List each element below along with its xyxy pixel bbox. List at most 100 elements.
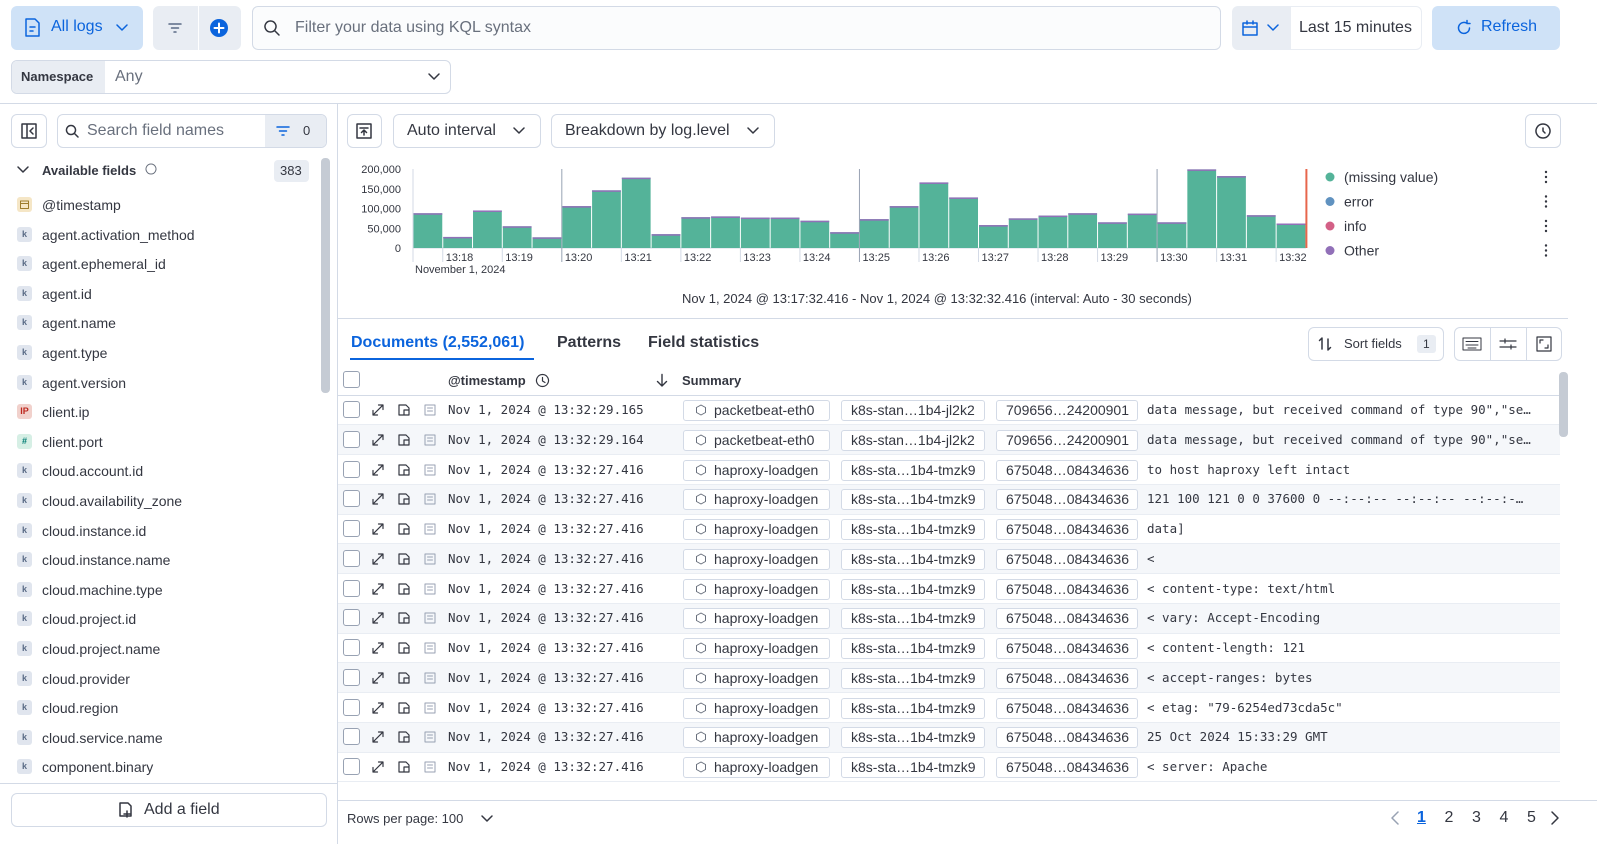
summary-value: haproxy-loadgen xyxy=(714,461,819,478)
bar-cap xyxy=(621,177,651,180)
page-link[interactable]: 3 xyxy=(1472,809,1481,826)
log-icon xyxy=(424,761,436,773)
sidebar-scrollbar xyxy=(321,158,330,393)
field-type-icon: k xyxy=(17,759,32,775)
summary-badge xyxy=(683,548,830,570)
field-type-icon: IP xyxy=(17,404,32,420)
refresh-button[interactable] xyxy=(1432,6,1560,50)
row-checkbox[interactable] xyxy=(343,490,360,508)
legend-menu-dot xyxy=(1544,254,1548,257)
message: 25 Oct 2024 15:33:29 GMT xyxy=(1147,729,1328,745)
doc-icon xyxy=(398,672,410,684)
date-quick-select[interactable] xyxy=(1232,6,1290,50)
summary-badge xyxy=(841,489,985,511)
field-type-icon: k xyxy=(17,581,32,597)
summary-badge xyxy=(841,608,985,630)
date-range[interactable] xyxy=(1290,6,1422,50)
service-icon xyxy=(696,612,706,624)
bar xyxy=(859,219,889,248)
field-name: client.port xyxy=(42,433,103,450)
breakdown-button[interactable] xyxy=(551,114,775,148)
timestamp: Nov 1, 2024 @ 13:32:27.416 xyxy=(448,669,644,685)
page-link[interactable]: 4 xyxy=(1499,809,1509,826)
row-checkbox[interactable] xyxy=(343,728,360,746)
bar-cap xyxy=(651,234,681,236)
expand-icon xyxy=(372,553,384,565)
summary-badge xyxy=(683,459,830,481)
summary-value: packetbeat-eth0 xyxy=(714,431,815,448)
legend-swatch xyxy=(1325,172,1335,182)
timestamp: Nov 1, 2024 @ 13:32:29.164 xyxy=(448,431,644,447)
row-checkbox[interactable] xyxy=(343,698,360,716)
search-icon xyxy=(65,124,79,138)
field-name: agent.ephemeral_id xyxy=(42,256,166,273)
row-checkbox[interactable] xyxy=(343,520,360,537)
row-checkbox[interactable] xyxy=(343,668,360,686)
clock-icon xyxy=(535,373,550,388)
row-checkbox[interactable] xyxy=(343,609,360,627)
bar-cap xyxy=(1276,223,1306,226)
message: data message, but received command of ty… xyxy=(1147,431,1531,447)
glyph xyxy=(398,672,410,684)
summary-value: k8s-sta…1b4-tmzk9 xyxy=(851,610,976,627)
page-link[interactable]: 2 xyxy=(1444,809,1454,826)
summary-badge xyxy=(841,429,985,451)
expand-icon xyxy=(372,582,384,595)
summary-badge xyxy=(841,548,985,570)
message: < accept-ranges: bytes xyxy=(1147,669,1313,685)
summary-value: haproxy-loadgen xyxy=(714,610,819,627)
calendar-icon xyxy=(1242,20,1258,36)
field-filter[interactable] xyxy=(265,115,326,147)
row-checkbox[interactable] xyxy=(343,549,360,567)
expand-icon xyxy=(372,701,384,714)
select-all[interactable] xyxy=(343,371,360,388)
glyph xyxy=(696,642,706,654)
summary-badge xyxy=(996,667,1138,689)
row-checkbox[interactable] xyxy=(343,639,360,656)
row-checkbox[interactable] xyxy=(343,460,360,478)
summary-value: 675048…08434636 xyxy=(1006,729,1130,746)
bar-cap xyxy=(770,217,800,220)
bar xyxy=(443,236,473,248)
glyph xyxy=(1267,24,1279,31)
row-checkbox[interactable] xyxy=(343,430,360,448)
summary-badge xyxy=(683,697,830,719)
page-link[interactable]: 1 xyxy=(1417,809,1426,826)
collapse-button[interactable] xyxy=(11,114,47,148)
row-checkbox[interactable] xyxy=(343,401,360,418)
timestamp: Nov 1, 2024 @ 13:32:27.416 xyxy=(448,759,644,774)
field-name: agent.type xyxy=(42,345,108,361)
timestamp: Nov 1, 2024 @ 13:32:27.416 xyxy=(448,550,644,566)
bar-cap xyxy=(1217,176,1246,178)
glyph xyxy=(372,672,384,684)
add-field-button[interactable] xyxy=(11,793,327,827)
row-checkbox[interactable] xyxy=(343,758,360,775)
log-icon xyxy=(424,702,436,713)
tab: Documents (2,552,061) xyxy=(351,334,525,351)
divider xyxy=(338,318,1568,319)
summary-badge xyxy=(996,519,1138,540)
separator xyxy=(1490,328,1491,360)
field-type-icon: k xyxy=(17,670,32,686)
summary-value: k8s-sta…1b4-tmzk9 xyxy=(851,491,976,508)
summary-badge xyxy=(683,667,830,689)
summary-badge xyxy=(996,459,1138,481)
bar xyxy=(1008,218,1038,248)
expand-icon xyxy=(372,523,384,535)
query-input[interactable] xyxy=(252,6,1221,50)
doc-icon xyxy=(398,701,410,714)
page-link[interactable]: 5 xyxy=(1527,809,1536,826)
bar xyxy=(740,217,770,248)
row-checkbox[interactable] xyxy=(343,579,360,597)
summary-badge xyxy=(683,638,830,659)
summary-value: 675048…08434636 xyxy=(1006,521,1130,537)
summary-value: k8s-sta…1b4-tmzk9 xyxy=(851,461,976,478)
chevron xyxy=(116,24,128,31)
namespace-control[interactable] xyxy=(11,60,451,94)
bar-cap xyxy=(443,236,473,239)
glyph xyxy=(424,761,436,773)
section-title: Available fields xyxy=(42,163,137,178)
bar xyxy=(562,206,592,248)
bar-cap xyxy=(800,220,830,223)
